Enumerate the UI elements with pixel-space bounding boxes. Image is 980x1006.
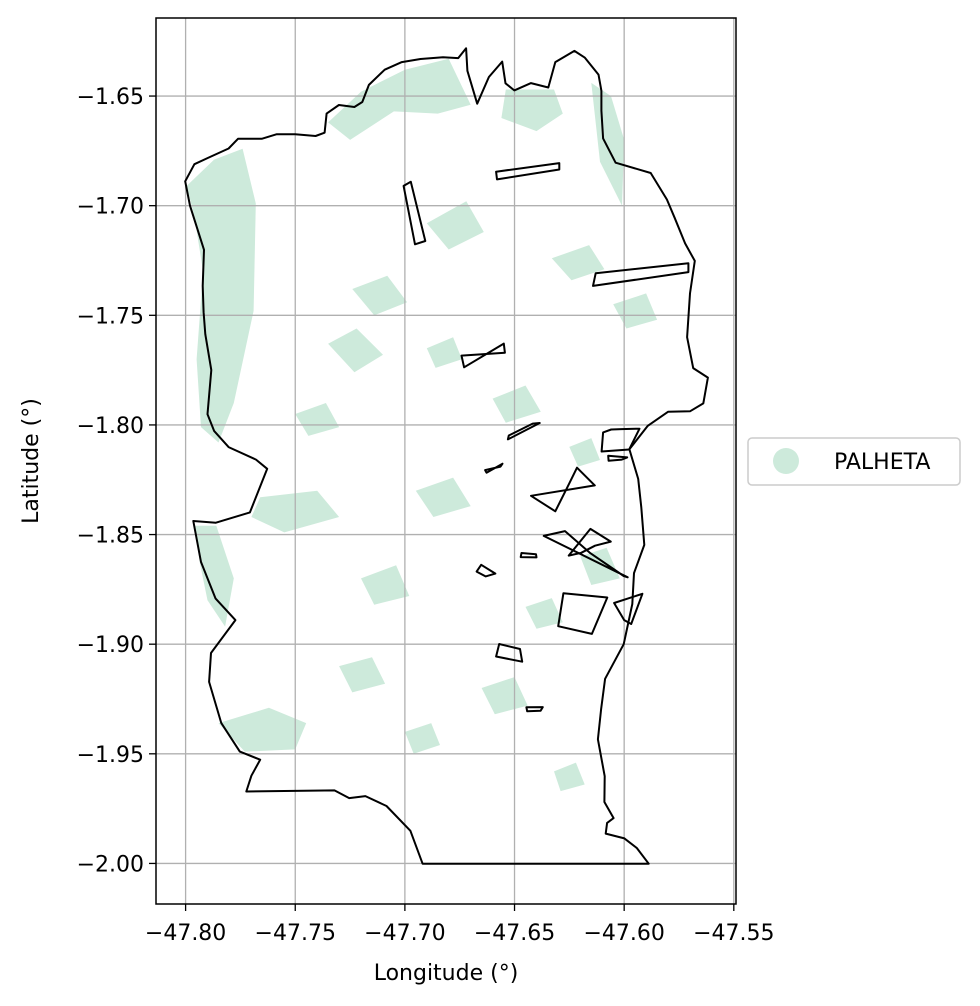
y-tick-label: −1.80 — [77, 414, 144, 439]
parcel-outline — [519, 552, 538, 559]
palheta-zone — [218, 707, 307, 752]
y-axis-label: Latitude (°) — [19, 398, 44, 524]
palheta-zone — [501, 89, 563, 132]
x-tick-label: −47.75 — [255, 921, 336, 946]
palheta-zone — [328, 58, 471, 140]
legend-label: PALHETA — [834, 450, 930, 475]
y-axis-ticks: −1.65 −1.70 −1.75 −1.80 −1.85 −1.90 −1.95 −2.00 — [77, 85, 156, 877]
palheta-zone — [554, 762, 585, 792]
parcel-outline — [484, 462, 504, 474]
x-tick-label: −47.70 — [364, 921, 445, 946]
parcel-outline — [567, 527, 612, 557]
palheta-zone — [569, 438, 600, 467]
palheta-zone — [352, 275, 408, 316]
x-axis-ticks: −47.80 −47.75 −47.70 −47.65 −47.60 −47.55 — [145, 904, 775, 946]
municipality-boundary — [184, 47, 709, 865]
y-tick-label: −1.70 — [77, 195, 144, 220]
palheta-zone — [194, 525, 234, 627]
parcel-outline — [613, 592, 644, 625]
plot-frame — [155, 17, 737, 905]
parcel-outline — [460, 342, 506, 369]
x-tick-label: −47.60 — [583, 921, 664, 946]
y-tick-label: −1.90 — [77, 633, 144, 658]
parcel-outline — [495, 162, 561, 181]
y-tick-label: −2.00 — [77, 852, 144, 877]
y-tick-label: −1.75 — [77, 304, 144, 329]
palheta-zone — [295, 403, 340, 436]
legend-marker — [773, 448, 799, 474]
legend-box — [747, 437, 961, 486]
parcel-outline — [607, 454, 629, 462]
palheta-zone — [404, 723, 440, 754]
palheta-zones — [186, 58, 658, 792]
x-tick-label: −47.80 — [145, 921, 226, 946]
palheta-zone — [591, 82, 625, 206]
palheta-zone — [415, 477, 471, 517]
parcel-outline — [506, 422, 541, 441]
palheta-zone — [426, 201, 484, 250]
y-tick-label: −1.95 — [77, 743, 144, 768]
palheta-zone — [481, 677, 528, 715]
palheta-zone — [492, 385, 541, 423]
palheta-zone — [328, 328, 383, 373]
parcel-outline — [475, 563, 497, 578]
x-tick-label: −47.55 — [693, 921, 774, 946]
grid — [156, 18, 736, 904]
x-axis-label: Longitude (°) — [374, 961, 519, 986]
y-tick-label: −1.85 — [77, 524, 144, 549]
legend: PALHETA — [747, 437, 961, 486]
parcel-outline — [495, 643, 524, 663]
parcel-outline — [600, 427, 641, 453]
palheta-zone — [186, 148, 256, 443]
palheta-zone — [361, 565, 410, 605]
parcel-outline — [530, 466, 596, 513]
palheta-zone — [580, 547, 620, 585]
parcel-outline — [525, 706, 544, 713]
y-tick-label: −1.65 — [77, 85, 144, 110]
palheta-zone — [525, 598, 563, 629]
parcel-outline — [402, 180, 427, 246]
palheta-zone — [426, 337, 462, 368]
parcel-outlines — [402, 162, 690, 713]
parcel-outline — [542, 530, 629, 579]
parcel-outline — [592, 262, 690, 287]
x-tick-label: −47.65 — [474, 921, 555, 946]
palheta-zone — [551, 245, 605, 281]
palheta-zone — [339, 657, 386, 693]
boundary-outline — [184, 47, 709, 865]
parcel-outline — [557, 592, 609, 635]
